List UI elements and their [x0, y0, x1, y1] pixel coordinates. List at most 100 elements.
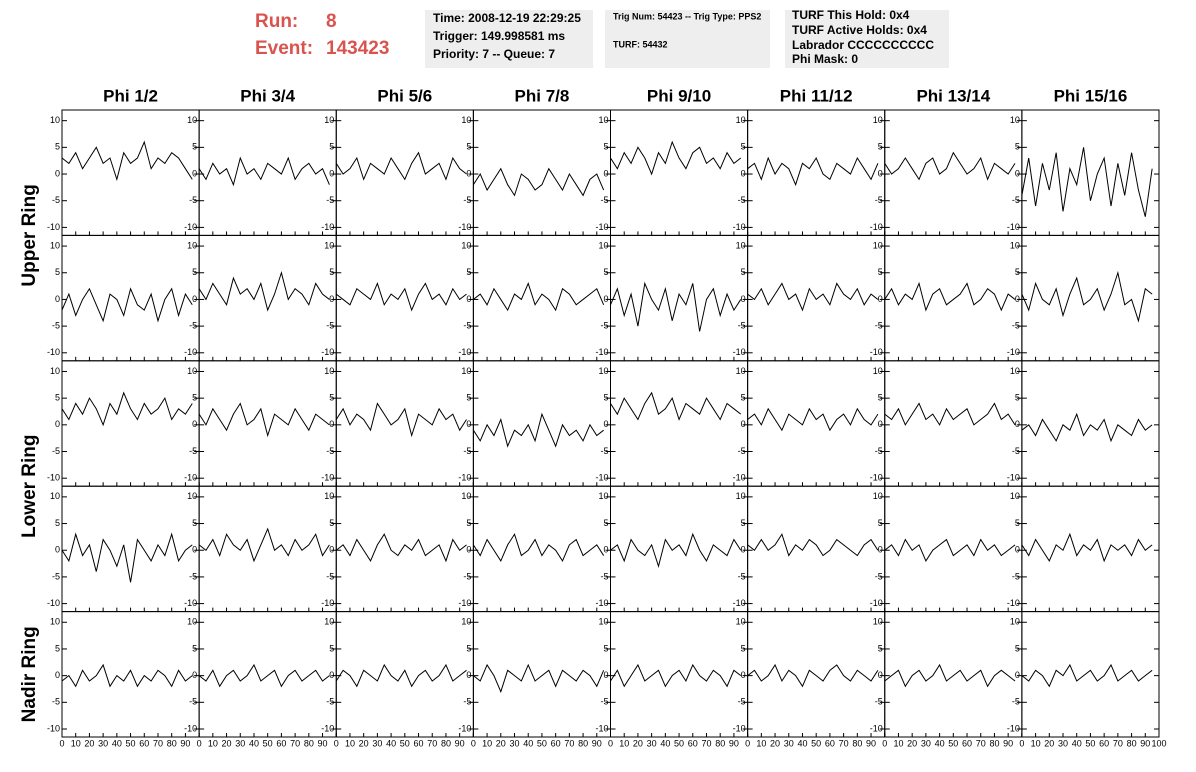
y-tick-label: 0: [1015, 670, 1020, 680]
y-tick-label: -10: [870, 473, 883, 483]
x-tick-label: 20: [907, 738, 917, 748]
y-tick-label: 5: [603, 643, 608, 653]
column-title: Phi 7/8: [515, 86, 570, 105]
waveform: [747, 663, 879, 688]
y-tick-label: 10: [736, 491, 746, 501]
waveform: [1021, 663, 1153, 688]
y-tick-label: 10: [461, 617, 471, 627]
y-tick-label: -10: [184, 347, 197, 357]
y-tick-label: 5: [603, 393, 608, 403]
y-tick-label: -10: [184, 598, 197, 608]
y-tick-label: -10: [1007, 723, 1020, 733]
x-tick-label: 20: [84, 738, 94, 748]
y-tick-label: 5: [1015, 518, 1020, 528]
waveform: [1021, 270, 1153, 323]
y-tick-label: 5: [55, 142, 60, 152]
waveform: [198, 663, 330, 688]
x-tick-label: 40: [1072, 738, 1082, 748]
y-tick-label: 0: [741, 168, 746, 178]
waveform: [747, 282, 879, 312]
y-tick-label: 0: [466, 294, 471, 304]
y-tick-label: 10: [50, 491, 60, 501]
x-tick-label: 30: [647, 738, 657, 748]
info-box: [785, 10, 949, 68]
y-tick-label: 10: [50, 115, 60, 125]
x-tick-label: 60: [962, 738, 972, 748]
y-tick-label: 0: [55, 670, 60, 680]
y-tick-label: -5: [326, 320, 334, 330]
y-tick-label: 10: [736, 115, 746, 125]
y-tick-label: 10: [324, 617, 334, 627]
x-tick-label: 70: [701, 738, 711, 748]
info-text: Phi Mask: 0: [792, 52, 858, 66]
y-tick-label: 10: [1010, 240, 1020, 250]
waveform: [610, 391, 742, 421]
panel-frame: [610, 109, 749, 236]
y-tick-label: 5: [603, 267, 608, 277]
x-tick-label: 10: [482, 738, 492, 748]
panel-frame: [1021, 360, 1160, 487]
panel-frame: [61, 360, 200, 487]
event-number: 143423: [326, 38, 389, 59]
event-label: Event:: [255, 38, 313, 59]
waveform: [610, 281, 742, 332]
y-tick-label: -5: [52, 320, 60, 330]
y-tick-label: 0: [603, 294, 608, 304]
x-tick-label: 40: [386, 738, 396, 748]
y-tick-label: 0: [878, 168, 883, 178]
y-tick-label: -5: [326, 195, 334, 205]
y-tick-label: 10: [736, 240, 746, 250]
x-tick-label: 0: [471, 738, 476, 748]
y-tick-label: 0: [192, 294, 197, 304]
panel-frame: [198, 109, 337, 236]
x-tick-label: 60: [1099, 738, 1109, 748]
x-tick-label: 50: [948, 738, 958, 748]
panel-frame: [884, 360, 1023, 487]
y-tick-label: 0: [192, 670, 197, 680]
y-tick-label: 0: [878, 294, 883, 304]
x-tick-label: 60: [551, 738, 561, 748]
waveform: [61, 391, 193, 427]
y-tick-label: 0: [878, 545, 883, 555]
info-box: [605, 10, 770, 68]
panel-frame: [747, 485, 886, 613]
y-tick-label: -5: [875, 697, 883, 707]
info-box: [425, 10, 593, 68]
y-tick-label: 0: [55, 545, 60, 555]
waveform: [473, 663, 605, 694]
panel-frame: [472, 234, 611, 362]
y-tick-label: 0: [55, 168, 60, 178]
y-tick-label: -10: [733, 473, 746, 483]
x-tick-label: 20: [496, 738, 506, 748]
y-tick-label: -10: [458, 473, 471, 483]
x-tick-label: 60: [825, 738, 835, 748]
y-tick-label: 5: [192, 267, 197, 277]
y-tick-label: 5: [741, 518, 746, 528]
waveform: [747, 533, 879, 557]
y-tick-label: 5: [329, 518, 334, 528]
panel-frame: [884, 234, 1023, 362]
x-tick-label: 0: [59, 738, 64, 748]
y-tick-label: 10: [324, 115, 334, 125]
y-tick-label: 0: [1015, 419, 1020, 429]
y-tick-label: 5: [466, 267, 471, 277]
x-tick-label: 70: [976, 738, 986, 748]
x-tick-label: 10: [345, 738, 355, 748]
y-tick-label: 5: [741, 643, 746, 653]
y-tick-label: 10: [873, 366, 883, 376]
info-text: Trigger: 149.998581 ms: [433, 29, 565, 43]
x-tick-label: 70: [290, 738, 300, 748]
waveform: [335, 151, 467, 181]
y-tick-label: -5: [326, 697, 334, 707]
x-tick-label: 20: [770, 738, 780, 748]
x-tick-label: 60: [276, 738, 286, 748]
y-tick-label: 0: [192, 168, 197, 178]
y-tick-label: 0: [55, 294, 60, 304]
panel-frame: [61, 485, 200, 613]
y-tick-label: 0: [466, 545, 471, 555]
y-tick-label: 10: [736, 366, 746, 376]
x-tick-label: 90: [1003, 738, 1013, 748]
x-tick-label: 50: [263, 738, 273, 748]
x-tick-label: 60: [688, 738, 698, 748]
y-tick-label: -5: [463, 320, 471, 330]
